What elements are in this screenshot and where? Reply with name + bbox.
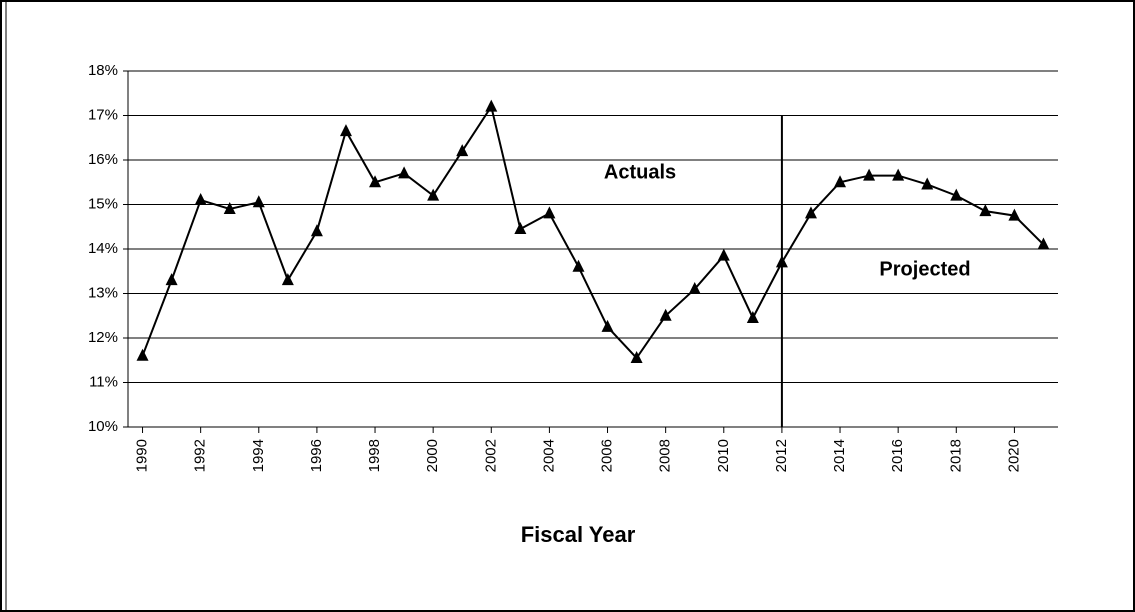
marker — [659, 308, 672, 321]
marker — [892, 168, 905, 181]
y-tick-label: 13% — [88, 284, 118, 301]
x-tick-label: 2004 — [540, 439, 557, 472]
marker — [310, 224, 323, 237]
x-tick-label: 2018 — [947, 439, 964, 472]
x-axis-label: Fiscal Year — [521, 522, 636, 547]
marker — [804, 206, 817, 219]
marker — [485, 99, 498, 112]
marker — [921, 177, 934, 190]
marker — [398, 166, 411, 179]
y-tick-label: 16% — [88, 151, 118, 168]
annotation: Actuals — [604, 161, 676, 183]
marker — [281, 273, 294, 286]
y-tick-label: 10% — [88, 418, 118, 435]
marker — [369, 175, 382, 188]
marker — [514, 221, 527, 234]
marker — [339, 124, 352, 137]
x-tick-label: 2008 — [657, 439, 674, 472]
marker — [688, 282, 701, 295]
x-tick-label: 1998 — [366, 439, 383, 472]
marker — [746, 310, 759, 323]
marker — [863, 168, 876, 181]
x-tick-label: 1992 — [192, 439, 209, 472]
marker — [950, 188, 963, 201]
marker — [1008, 208, 1021, 221]
x-tick-label: 2000 — [424, 439, 441, 472]
annotation: Projected — [879, 258, 970, 280]
x-tick-label: 1994 — [250, 439, 267, 472]
y-tick-label: 12% — [88, 329, 118, 346]
marker — [572, 259, 585, 272]
y-tick-label: 17% — [88, 106, 118, 123]
marker — [456, 144, 469, 157]
marker — [223, 201, 236, 214]
marker — [543, 206, 556, 219]
marker — [136, 348, 149, 361]
marker — [630, 351, 643, 364]
marker — [979, 204, 992, 217]
marker — [427, 188, 440, 201]
marker — [194, 193, 207, 206]
y-tick-label: 14% — [88, 240, 118, 257]
y-tick-label: 18% — [88, 62, 118, 79]
marker — [775, 255, 788, 268]
x-tick-label: 2014 — [831, 439, 848, 472]
y-tick-label: 11% — [89, 373, 118, 390]
x-tick-label: 1990 — [134, 439, 151, 472]
marker — [834, 175, 847, 188]
x-tick-label: 2012 — [773, 439, 790, 472]
x-tick-label: 2020 — [1005, 439, 1022, 472]
marker — [165, 273, 178, 286]
x-tick-label: 1996 — [308, 439, 325, 472]
x-tick-label: 2010 — [715, 439, 732, 472]
marker — [252, 195, 265, 208]
x-tick-label: 2006 — [599, 439, 616, 472]
marker — [601, 319, 614, 332]
marker — [1037, 237, 1050, 250]
marker — [717, 248, 730, 261]
x-tick-label: 2002 — [482, 439, 499, 472]
line-series — [141, 104, 1045, 360]
y-tick-label: 15% — [88, 195, 118, 212]
x-tick-label: 2016 — [889, 439, 906, 472]
